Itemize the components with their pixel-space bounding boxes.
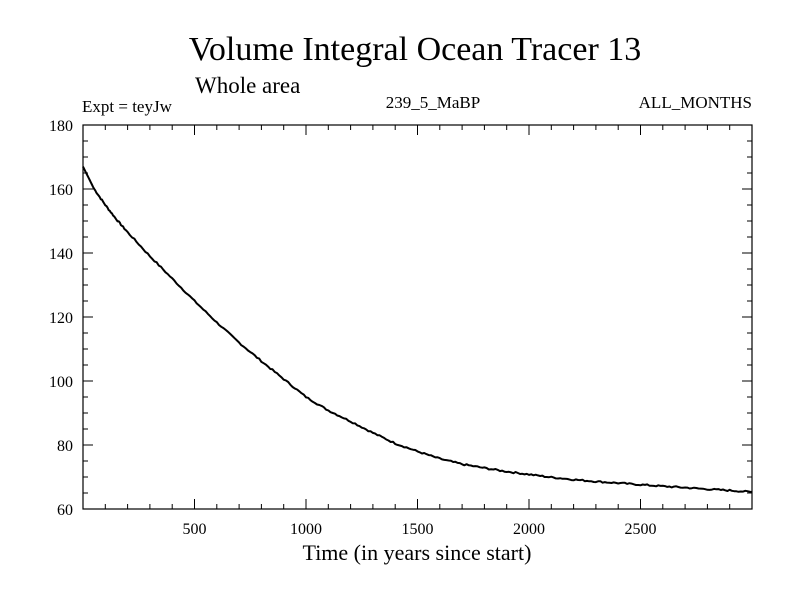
y-tick-label: 180 <box>49 118 73 135</box>
y-tick-label: 60 <box>57 502 73 519</box>
y-tick-label: 80 <box>57 438 73 455</box>
y-tick-label: 140 <box>49 246 73 263</box>
x-axis: 500 1000 1500 2000 2500 <box>104 125 731 538</box>
chart-subtitle: Whole area <box>195 73 300 98</box>
chart-title: Volume Integral Ocean Tracer 13 <box>189 31 642 68</box>
x-tick-label: 2500 <box>625 521 657 538</box>
experiment-label: Expt = teyJw <box>82 97 173 116</box>
months-label: ALL_MONTHS <box>639 93 752 112</box>
x-tick-label: 1000 <box>290 521 322 538</box>
y-axis: 60 80 100 120 140 160 180 <box>49 118 752 519</box>
x-axis-title: Time (in years since start) <box>303 540 532 565</box>
y-tick-label: 120 <box>49 310 73 327</box>
y-tick-label: 100 <box>49 374 73 391</box>
x-tick-label: 500 <box>183 521 207 538</box>
x-tick-label: 2000 <box>513 521 545 538</box>
period-label: 239_5_MaBP <box>386 93 480 112</box>
x-tick-label: 1500 <box>402 521 434 538</box>
series-line <box>82 166 753 493</box>
y-tick-label: 160 <box>49 182 73 199</box>
